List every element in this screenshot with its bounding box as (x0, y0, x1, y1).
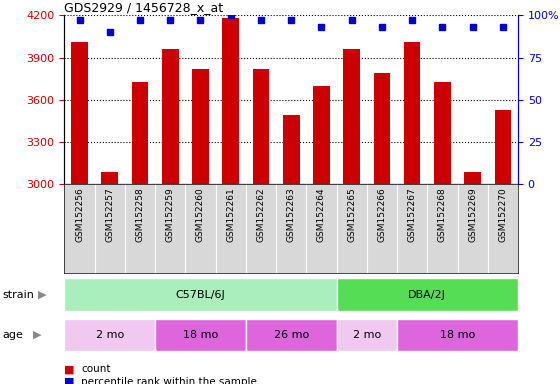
Text: GSM152260: GSM152260 (196, 187, 205, 242)
Text: count: count (81, 364, 111, 374)
Text: GSM152268: GSM152268 (438, 187, 447, 242)
Text: GSM152258: GSM152258 (136, 187, 144, 242)
Bar (374, 73, 390, 384)
Text: percentile rank within the sample: percentile rank within the sample (81, 377, 257, 384)
Bar (155, 319, 246, 351)
Bar (337, 278, 518, 311)
Text: 2 mo: 2 mo (353, 330, 381, 340)
Text: GSM152264: GSM152264 (317, 187, 326, 242)
Text: 26 mo: 26 mo (274, 330, 309, 340)
Bar (464, 172, 481, 384)
Bar (434, 81, 451, 384)
Text: GSM152263: GSM152263 (287, 187, 296, 242)
Text: GSM152267: GSM152267 (408, 187, 417, 242)
Text: GSM152257: GSM152257 (105, 187, 114, 242)
Bar (162, 49, 179, 384)
Bar (192, 69, 209, 384)
Bar (337, 319, 397, 351)
Text: GSM152261: GSM152261 (226, 187, 235, 242)
Text: GSM152270: GSM152270 (498, 187, 507, 242)
Bar (343, 49, 360, 384)
Bar (313, 86, 330, 384)
Bar (64, 278, 337, 311)
Text: C57BL/6J: C57BL/6J (176, 290, 225, 300)
Bar (494, 110, 511, 384)
Text: ■: ■ (64, 377, 75, 384)
Text: ▶: ▶ (32, 330, 41, 340)
Bar (132, 81, 148, 384)
Bar (246, 319, 337, 351)
Bar (222, 18, 239, 384)
Text: ▶: ▶ (38, 290, 46, 300)
Bar (253, 69, 269, 384)
Text: GSM152269: GSM152269 (468, 187, 477, 242)
Text: 2 mo: 2 mo (96, 330, 124, 340)
Text: 18 mo: 18 mo (183, 330, 218, 340)
Text: strain: strain (3, 290, 35, 300)
Text: DBA/2J: DBA/2J (408, 290, 446, 300)
Text: GSM152266: GSM152266 (377, 187, 386, 242)
Bar (101, 172, 118, 384)
Text: GSM152265: GSM152265 (347, 187, 356, 242)
Text: ■: ■ (64, 364, 75, 374)
Bar (283, 115, 300, 384)
Text: age: age (3, 330, 24, 340)
Bar (71, 42, 88, 384)
Bar (64, 319, 155, 351)
Text: 18 mo: 18 mo (440, 330, 475, 340)
Text: GSM152256: GSM152256 (75, 187, 84, 242)
Bar (404, 42, 421, 384)
Text: GSM152259: GSM152259 (166, 187, 175, 242)
Text: GDS2929 / 1456728_x_at: GDS2929 / 1456728_x_at (64, 1, 223, 14)
Bar (397, 319, 518, 351)
Text: GSM152262: GSM152262 (256, 187, 265, 242)
